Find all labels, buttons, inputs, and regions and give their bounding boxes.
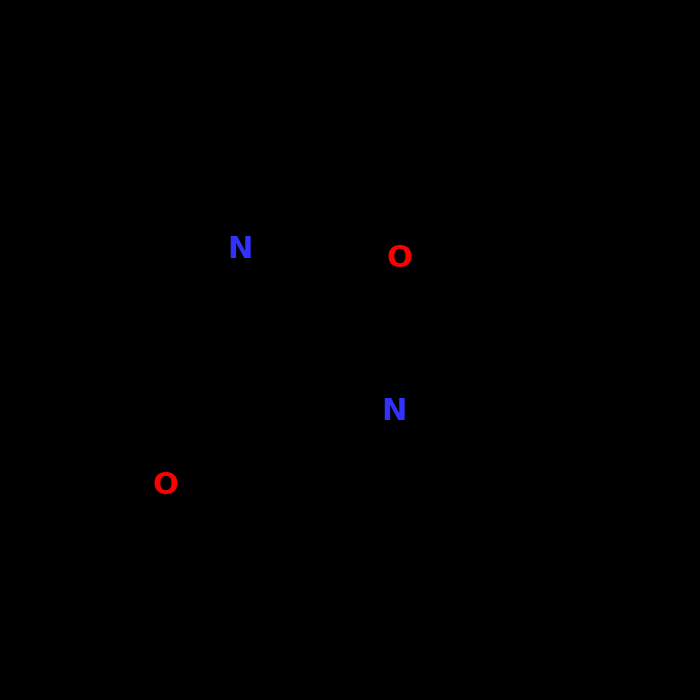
Text: N: N [381,397,407,426]
Text: N: N [228,235,253,265]
Text: O: O [387,244,413,273]
Text: O: O [152,470,178,500]
